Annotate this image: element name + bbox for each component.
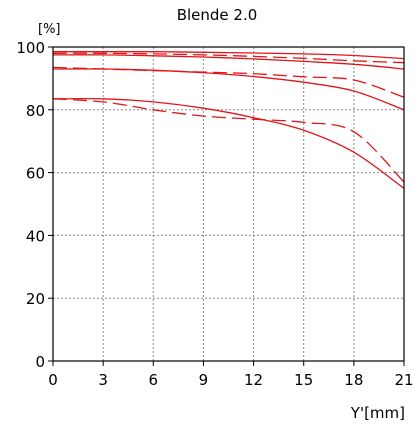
y-tick-label: 0	[35, 353, 45, 371]
x-tick-label: 18	[344, 371, 363, 389]
y-tick-label: 80	[26, 102, 45, 120]
y-tick-label: 40	[26, 227, 45, 245]
x-tick-label: 6	[149, 371, 159, 389]
series-line-3-solid	[52, 54, 405, 70]
x-tick-label: 9	[199, 371, 209, 389]
x-tick-label: 3	[98, 371, 108, 389]
series-line-1-solid	[52, 51, 405, 60]
y-axis-label: [%]	[38, 22, 61, 37]
tick-labels: 0 3 6 9 12 15 18 21 0 20 40 60 80 100	[16, 39, 413, 389]
chart-title: Blende 2.0	[177, 6, 258, 24]
plot-border	[52, 46, 405, 362]
series-line-5-solid	[52, 68, 405, 111]
plot-frame	[48, 46, 405, 366]
series-line-7-dashed	[52, 98, 405, 183]
grid	[53, 47, 404, 361]
series-group	[52, 51, 405, 189]
x-tick-label: 0	[48, 371, 58, 389]
x-tick-label: 12	[244, 371, 263, 389]
x-tick-label: 21	[394, 371, 413, 389]
x-axis-label: Y'[mm]	[350, 404, 405, 422]
series-line-6-solid	[52, 97, 405, 189]
y-tick-label: 20	[26, 290, 45, 308]
y-tick-label: 60	[26, 165, 45, 183]
series-line-4-dashed	[52, 66, 405, 98]
y-tick-label: 100	[16, 39, 45, 57]
x-tick-label: 15	[294, 371, 313, 389]
